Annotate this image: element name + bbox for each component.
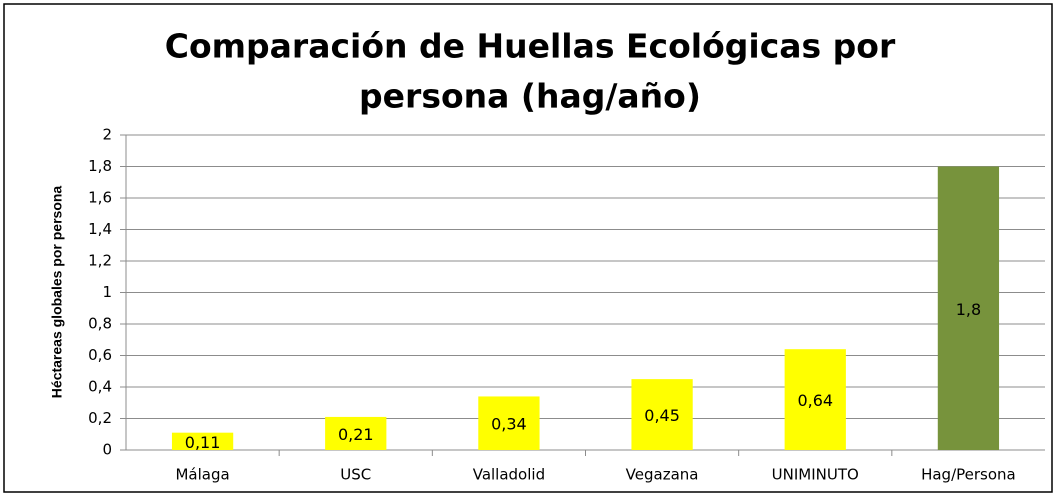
x-tick-label: Vegazana [626,466,699,484]
data-label: 0,21 [338,425,374,444]
data-label: 0,34 [491,415,527,434]
bar [631,379,693,450]
bar [171,432,234,450]
y-tick-label: 1,4 [88,220,112,238]
y-tick-label: 0,2 [88,409,112,427]
y-tick-label: 2 [102,126,112,144]
y-tick-label: 0,8 [88,315,112,333]
y-tick-label: 1 [102,283,112,301]
y-tick-label: 0,6 [88,346,112,364]
bar [478,396,540,450]
x-tick-label: USC [340,466,371,484]
x-tick-label: UNIMINUTO [772,466,859,484]
bar [937,166,1000,450]
data-label: 1,8 [956,300,981,319]
y-tick-label: 0,4 [88,378,112,396]
chart-title: Comparación de Huellas Ecológicas por [165,27,896,66]
data-label: 0,45 [644,406,680,425]
y-tick-label: 1,2 [88,252,112,270]
x-tick-label: Málaga [175,466,229,484]
data-label: 0,11 [185,433,221,452]
bar [325,416,387,450]
y-tick-label: 0 [102,441,112,459]
y-tick-label: 1,8 [88,157,112,175]
chart-title: persona (hag/año) [359,77,701,116]
y-axis-label: Héctareas globales por persona [49,186,65,399]
data-label: 0,64 [797,391,833,410]
x-tick-label: Hag/Persona [921,466,1016,484]
x-tick-label: Valladolid [473,466,545,484]
bar [784,349,846,450]
y-tick-label: 1,6 [88,189,112,207]
